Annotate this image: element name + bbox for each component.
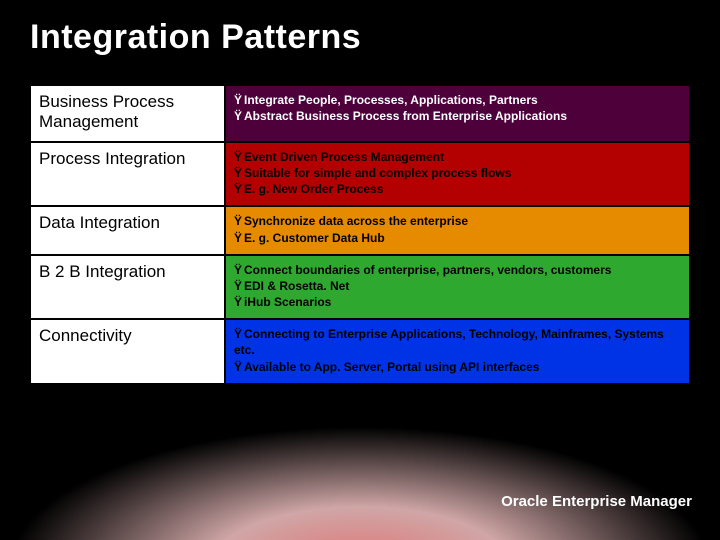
table-row: Business Process Management ŸIntegrate Pe… — [30, 85, 690, 142]
row-label: Process Integration — [30, 142, 225, 207]
footer-text: Oracle Enterprise Manager — [501, 493, 692, 510]
bullet-text: Connecting to Enterprise Applications, T… — [234, 327, 664, 357]
bullet-text: Suitable for simple and complex process … — [244, 166, 511, 180]
bullet-marker-icon: Ÿ — [234, 230, 244, 246]
bullet-item: ŸConnect boundaries of enterprise, partn… — [234, 262, 681, 278]
row-content: ŸEvent Driven Process ManagementŸSuitabl… — [225, 142, 690, 207]
patterns-table: Business Process ManagementŸIntegrate Pe… — [30, 85, 690, 384]
bullet-marker-icon: Ÿ — [234, 294, 244, 310]
bullet-marker-icon: Ÿ — [234, 278, 244, 294]
bullet-marker-icon: Ÿ — [234, 108, 244, 124]
row-content: ŸConnect boundaries of enterprise, partn… — [225, 255, 690, 320]
bullet-item: ŸConnecting to Enterprise Applications, … — [234, 326, 681, 358]
bullet-text: Synchronize data across the enterprise — [244, 214, 468, 228]
bullet-marker-icon: Ÿ — [234, 262, 244, 278]
row-label: Connectivity — [30, 319, 225, 384]
table-row: Data IntegrationŸSynchronize data across… — [30, 206, 690, 254]
bullet-text: iHub Scenarios — [244, 295, 331, 309]
bullet-text: Connect boundaries of enterprise, partne… — [244, 263, 611, 277]
bullet-item: ŸSynchronize data across the enterprise — [234, 213, 681, 229]
bullet-item: ŸIntegrate People, Processes, Applicatio… — [234, 92, 681, 108]
bullet-text: Available to App. Server, Portal using A… — [244, 360, 539, 374]
slide: Integration Patterns Business Process Ma… — [0, 0, 720, 540]
slide-title: Integration Patterns — [30, 18, 690, 57]
bullet-text: E. g. New Order Process — [244, 182, 383, 196]
table-row: B 2 B IntegrationŸConnect boundaries of … — [30, 255, 690, 320]
bullet-item: ŸEDI & Rosetta. Net — [234, 278, 681, 294]
row-content: ŸSynchronize data across the enterpriseŸ… — [225, 206, 690, 254]
bullet-item: ŸE. g. Customer Data Hub — [234, 230, 681, 246]
row-content: ŸConnecting to Enterprise Applications, … — [225, 319, 690, 384]
bullet-item: ŸE. g. New Order Process — [234, 181, 681, 197]
bullet-marker-icon: Ÿ — [234, 181, 244, 197]
bullet-marker-icon: Ÿ — [234, 149, 244, 165]
bullet-marker-icon: Ÿ — [234, 165, 244, 181]
table-row: Process IntegrationŸEvent Driven Process… — [30, 142, 690, 207]
row-label: Data Integration — [30, 206, 225, 254]
row-label: Business Process Management — [30, 85, 225, 142]
row-content: ŸIntegrate People, Processes, Applicatio… — [225, 85, 690, 142]
bullet-item: ŸAbstract Business Process from Enterpri… — [234, 108, 681, 124]
bullet-marker-icon: Ÿ — [234, 213, 244, 229]
bullet-text: E. g. Customer Data Hub — [244, 231, 385, 245]
bullet-item: ŸAvailable to App. Server, Portal using … — [234, 359, 681, 375]
table-row: ConnectivityŸConnecting to Enterprise Ap… — [30, 319, 690, 384]
bullet-text: Integrate People, Processes, Application… — [244, 93, 538, 107]
bullet-item: ŸiHub Scenarios — [234, 294, 681, 310]
bullet-text: EDI & Rosetta. Net — [244, 279, 349, 293]
bullet-text: Abstract Business Process from Enterpris… — [244, 109, 567, 123]
bullet-item: ŸEvent Driven Process Management — [234, 149, 681, 165]
bullet-item: ŸSuitable for simple and complex process… — [234, 165, 681, 181]
row-label: B 2 B Integration — [30, 255, 225, 320]
bullet-marker-icon: Ÿ — [234, 92, 244, 108]
bullet-marker-icon: Ÿ — [234, 359, 244, 375]
bullet-marker-icon: Ÿ — [234, 326, 244, 342]
bullet-text: Event Driven Process Management — [244, 150, 444, 164]
